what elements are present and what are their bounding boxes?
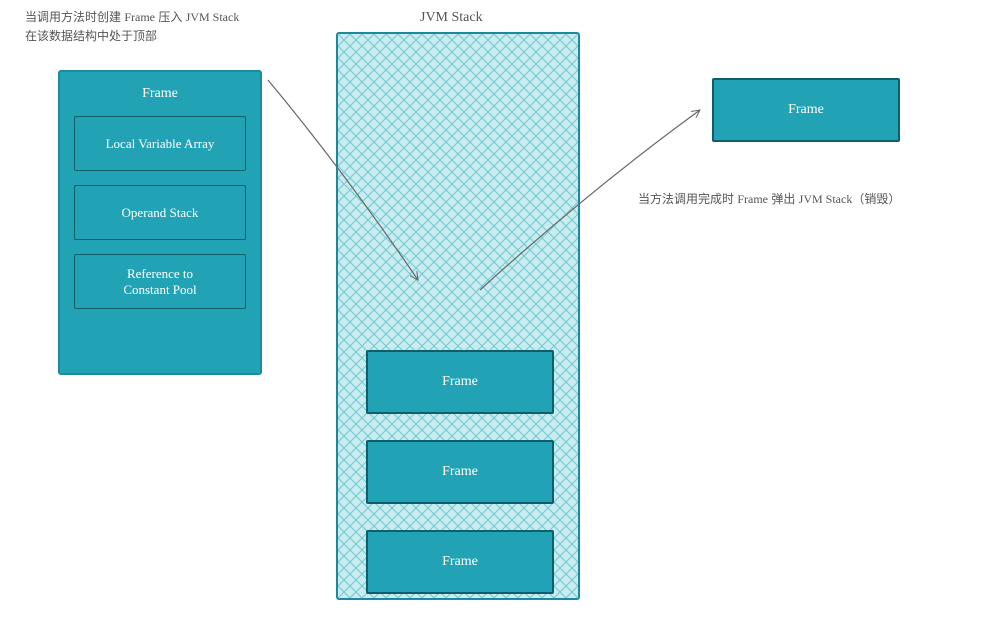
left-caption-line1: 当调用方法时创建 Frame 压入 JVM Stack <box>25 8 345 27</box>
txt-hand: JVM Stack <box>799 192 853 206</box>
left-caption: 当调用方法时创建 Frame 压入 JVM Stack 在该数据结构中处于顶部 <box>25 8 345 46</box>
txt: 压入 <box>155 10 186 24</box>
stack-frame: Frame <box>366 440 554 504</box>
txt: 弹出 <box>768 192 799 206</box>
diagram-canvas: 当调用方法时创建 Frame 压入 JVM Stack 在该数据结构中处于顶部 … <box>0 0 985 637</box>
jvm-stack-box: Frame Frame Frame <box>336 32 580 600</box>
frame-detail-box: Frame Local Variable Array Operand Stack… <box>58 70 262 375</box>
frame-detail-item: Operand Stack <box>74 185 246 240</box>
left-caption-line2: 在该数据结构中处于顶部 <box>25 27 345 46</box>
frame-detail-item: Local Variable Array <box>74 116 246 171</box>
txt: （销毁） <box>852 192 900 206</box>
stack-frame: Frame <box>366 350 554 414</box>
hatch-pattern <box>338 34 578 598</box>
frame-detail-item: Reference to Constant Pool <box>74 254 246 309</box>
txt: 当调用方法时创建 <box>25 10 124 24</box>
txt-hand: Frame <box>124 10 155 24</box>
frame-detail-title: Frame <box>60 86 260 102</box>
txt-hand: Frame <box>737 192 768 206</box>
jvm-stack-title: JVM Stack <box>420 10 483 26</box>
right-caption: 当方法调用完成时 Frame 弹出 JVM Stack（销毁） <box>638 190 978 209</box>
txt: 当方法调用完成时 <box>638 192 737 206</box>
popped-frame-box: Frame <box>712 78 900 142</box>
txt-hand: JVM Stack <box>186 10 240 24</box>
stack-frame: Frame <box>366 530 554 594</box>
